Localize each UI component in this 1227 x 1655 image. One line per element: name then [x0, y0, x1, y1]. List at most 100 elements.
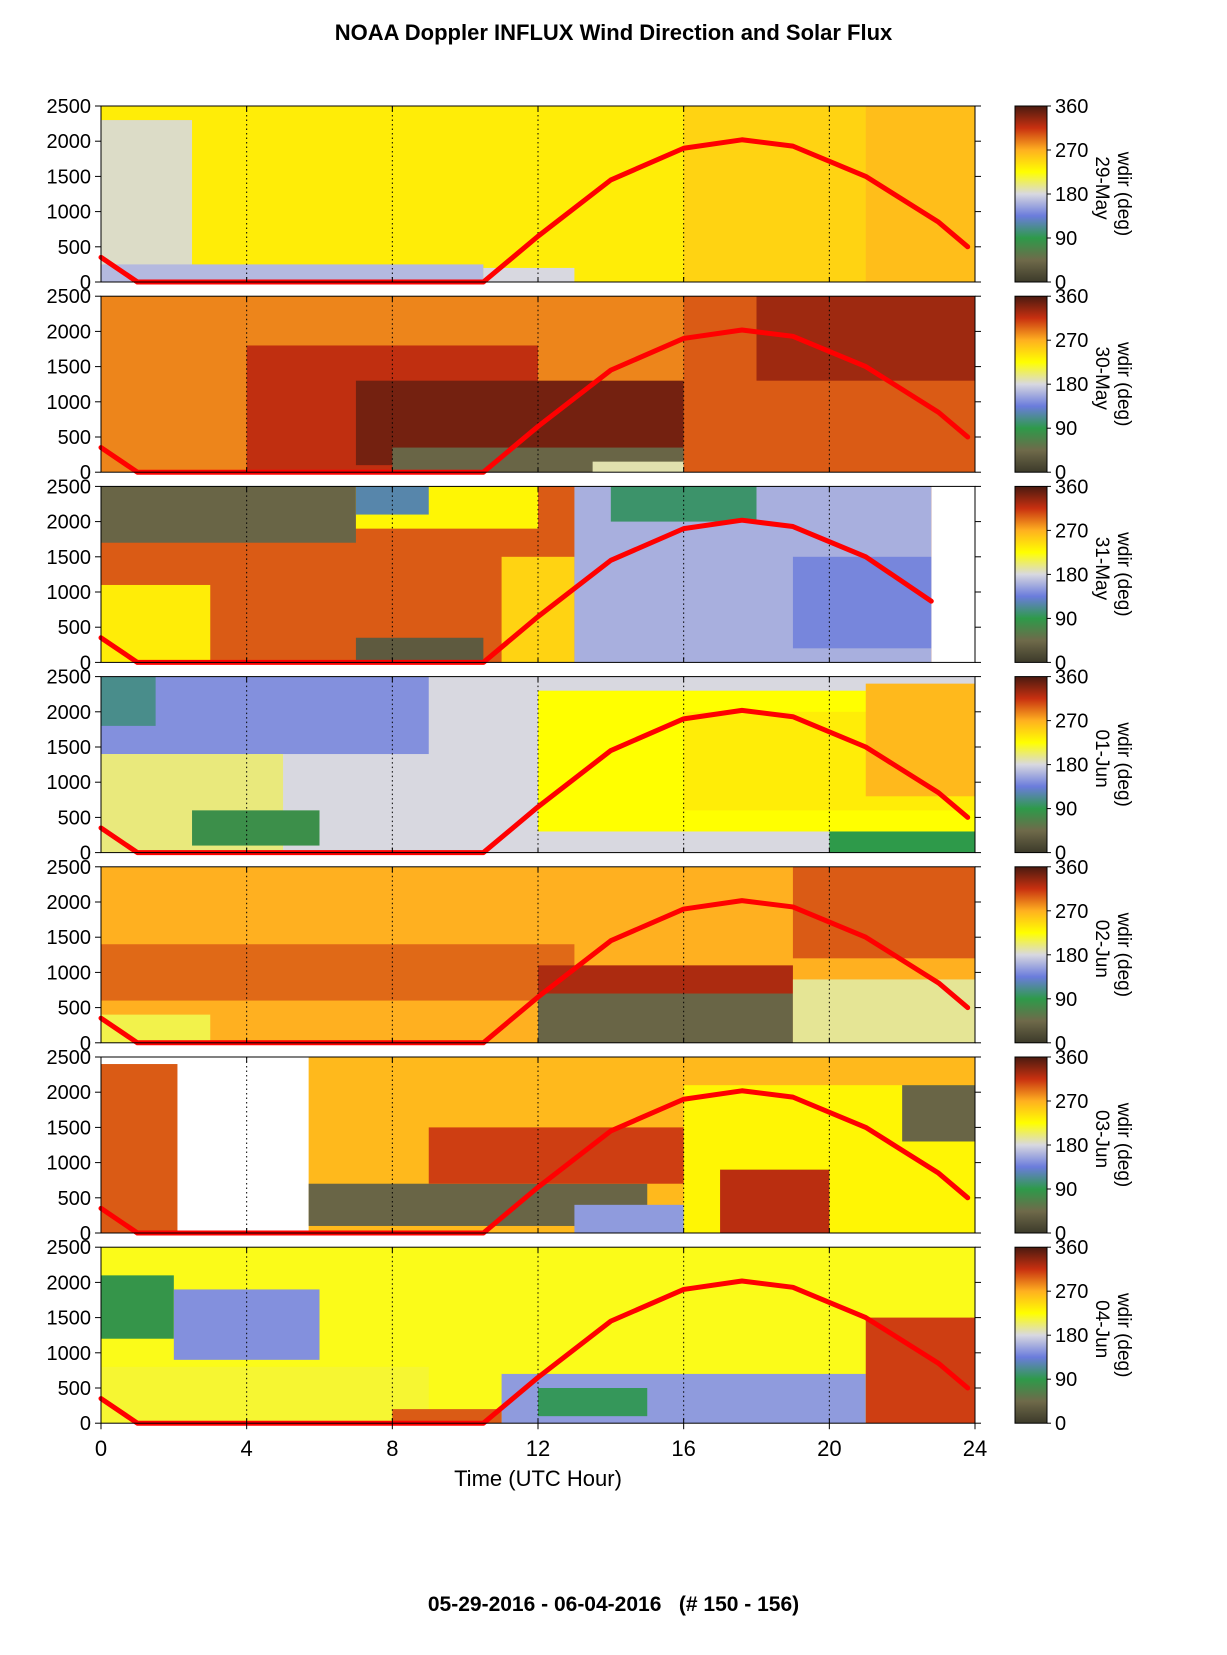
panel-date-label: 29-May — [1091, 156, 1112, 220]
colorbar-label: wdir (deg) — [1113, 341, 1134, 426]
panel-date-label: 01-Jun — [1091, 730, 1112, 788]
y-tick-label: 1500 — [47, 166, 92, 188]
colorbar-tick-label: 0 — [1055, 272, 1066, 294]
colorbar-tick-label: 0 — [1055, 462, 1066, 484]
heatmap-cells — [101, 486, 932, 663]
heatmap-cell — [101, 676, 156, 726]
y-tick-label: 2000 — [47, 512, 92, 534]
colorbar-label: wdir (deg) — [1113, 531, 1134, 616]
colorbar-tick-label: 180 — [1055, 184, 1088, 206]
panel-29-May: 0 500 1000 1500 2000 2500 0 90 180 270 360 wdir (de… — [47, 96, 1135, 294]
y-tick-label: 1000 — [47, 392, 92, 414]
x-tick-label: 16 — [671, 1436, 695, 1461]
colorbar-tick-label: 180 — [1055, 564, 1088, 586]
heatmap-cell — [101, 264, 484, 282]
panel-30-May: 0 500 1000 1500 2000 2500 0 90 180 270 360 wdir (de… — [47, 286, 1135, 484]
heatmap-cell — [865, 106, 975, 282]
x-tick-label: 0 — [95, 1436, 107, 1461]
heatmap-cell — [101, 944, 575, 1001]
colorbar-tick-label: 270 — [1055, 330, 1088, 352]
heatmap-cell — [101, 120, 193, 268]
colorbar-tick-label: 360 — [1055, 476, 1088, 498]
heatmap-cell — [101, 486, 356, 543]
colorbar: 0 90 180 270 360 wdir (deg)03-Jun — [1014, 1047, 1134, 1245]
heatmap-cell — [392, 1409, 502, 1424]
y-tick-label: 1500 — [47, 1308, 92, 1330]
colorbar-tick-label: 360 — [1055, 857, 1088, 879]
y-tick-label: 500 — [58, 617, 91, 639]
colorbar-tick-label: 270 — [1055, 1091, 1088, 1113]
y-tick-label: 1000 — [47, 582, 92, 604]
panel-04-Jun: 0 500 1000 1500 2000 2500 0 90 180 270 360 wdir (de… — [47, 1237, 1135, 1435]
colorbar-tick-label: 360 — [1055, 286, 1088, 308]
y-tick-label: 1000 — [47, 1153, 92, 1175]
colorbar-label: wdir (deg) — [1113, 721, 1134, 806]
panel-date-label: 04-Jun — [1091, 1300, 1112, 1358]
colorbar-tick-label: 90 — [1055, 418, 1077, 440]
colorbar-tick-label: 0 — [1055, 1223, 1066, 1245]
colorbar-tick-label: 270 — [1055, 901, 1088, 923]
heatmap-cell — [792, 556, 932, 649]
y-tick-label: 2000 — [47, 702, 92, 724]
y-tick-label: 2000 — [47, 131, 92, 153]
panel-02-Jun: 0 500 1000 1500 2000 2500 0 90 180 270 360 wdir (de… — [47, 857, 1135, 1055]
y-tick-label: 1000 — [47, 772, 92, 794]
heatmap-cell — [829, 831, 975, 853]
colorbar: 0 90 180 270 360 wdir (deg)01-Jun — [1014, 667, 1134, 865]
chart-title: NOAA Doppler INFLUX Wind Direction and S… — [334, 20, 893, 45]
colorbar-label: wdir (deg) — [1113, 1102, 1134, 1187]
y-tick-label: 2000 — [47, 1082, 92, 1104]
colorbar: 0 90 180 270 360 wdir (deg)04-Jun — [1014, 1237, 1134, 1435]
heatmap-cell — [101, 1366, 429, 1424]
heatmap-cell — [101, 1064, 178, 1233]
y-tick-label: 2500 — [47, 96, 92, 118]
colorbar-tick-label: 270 — [1055, 140, 1088, 162]
heatmap-cell — [101, 1275, 174, 1339]
colorbar-tick-label: 90 — [1055, 608, 1077, 630]
y-tick-label: 1000 — [47, 202, 92, 224]
heatmap-cells — [101, 106, 975, 282]
heatmap-cell — [865, 1317, 975, 1424]
x-tick-label: 12 — [526, 1436, 550, 1461]
colorbar-tick-label: 0 — [1055, 652, 1066, 674]
colorbar-tick-label: 180 — [1055, 1135, 1088, 1157]
colorbar-tick-label: 90 — [1055, 1179, 1077, 1201]
y-tick-label: 1500 — [47, 357, 92, 379]
heatmap-cell — [483, 267, 575, 282]
heatmap-cell — [865, 683, 975, 797]
colorbar-tick-label: 180 — [1055, 945, 1088, 967]
heatmap-cell — [902, 1085, 975, 1142]
x-tick-label: 24 — [963, 1436, 987, 1461]
colorbar-ramp — [1014, 485, 1048, 663]
x-tick-label: 4 — [241, 1436, 253, 1461]
colorbar-label: wdir (deg) — [1113, 1292, 1134, 1377]
y-tick-label: 2500 — [47, 1237, 92, 1259]
heatmap-cell — [355, 637, 484, 663]
colorbar-ramp — [1014, 866, 1048, 1044]
colorbar-ramp — [1014, 676, 1048, 854]
y-tick-label: 0 — [80, 272, 91, 294]
panel-date-label: 02-Jun — [1091, 920, 1112, 978]
colorbar-tick-label: 360 — [1055, 667, 1088, 689]
colorbar-tick-label: 360 — [1055, 96, 1088, 118]
colorbar-tick-label: 360 — [1055, 1047, 1088, 1069]
x-tick-label: 20 — [817, 1436, 841, 1461]
y-tick-label: 2500 — [47, 857, 92, 879]
heatmap-cell — [192, 810, 320, 846]
colorbar-tick-label: 0 — [1055, 1413, 1066, 1435]
colorbar-ramp — [1014, 1246, 1048, 1424]
colorbar-tick-label: 180 — [1055, 1325, 1088, 1347]
y-tick-label: 500 — [58, 807, 91, 829]
colorbar-tick-label: 90 — [1055, 799, 1077, 821]
x-axis-label: Time (UTC Hour) — [454, 1466, 622, 1491]
y-tick-label: 1500 — [47, 1117, 92, 1139]
colorbar-label: wdir (deg) — [1113, 912, 1134, 997]
y-tick-label: 2500 — [47, 476, 92, 498]
colorbar-tick-label: 270 — [1055, 711, 1088, 733]
heatmap-cell — [792, 866, 975, 959]
heatmap-cells — [101, 296, 975, 473]
heatmap-cell — [538, 993, 793, 1043]
y-tick-label: 0 — [80, 1223, 91, 1245]
y-tick-label: 0 — [80, 1033, 91, 1055]
